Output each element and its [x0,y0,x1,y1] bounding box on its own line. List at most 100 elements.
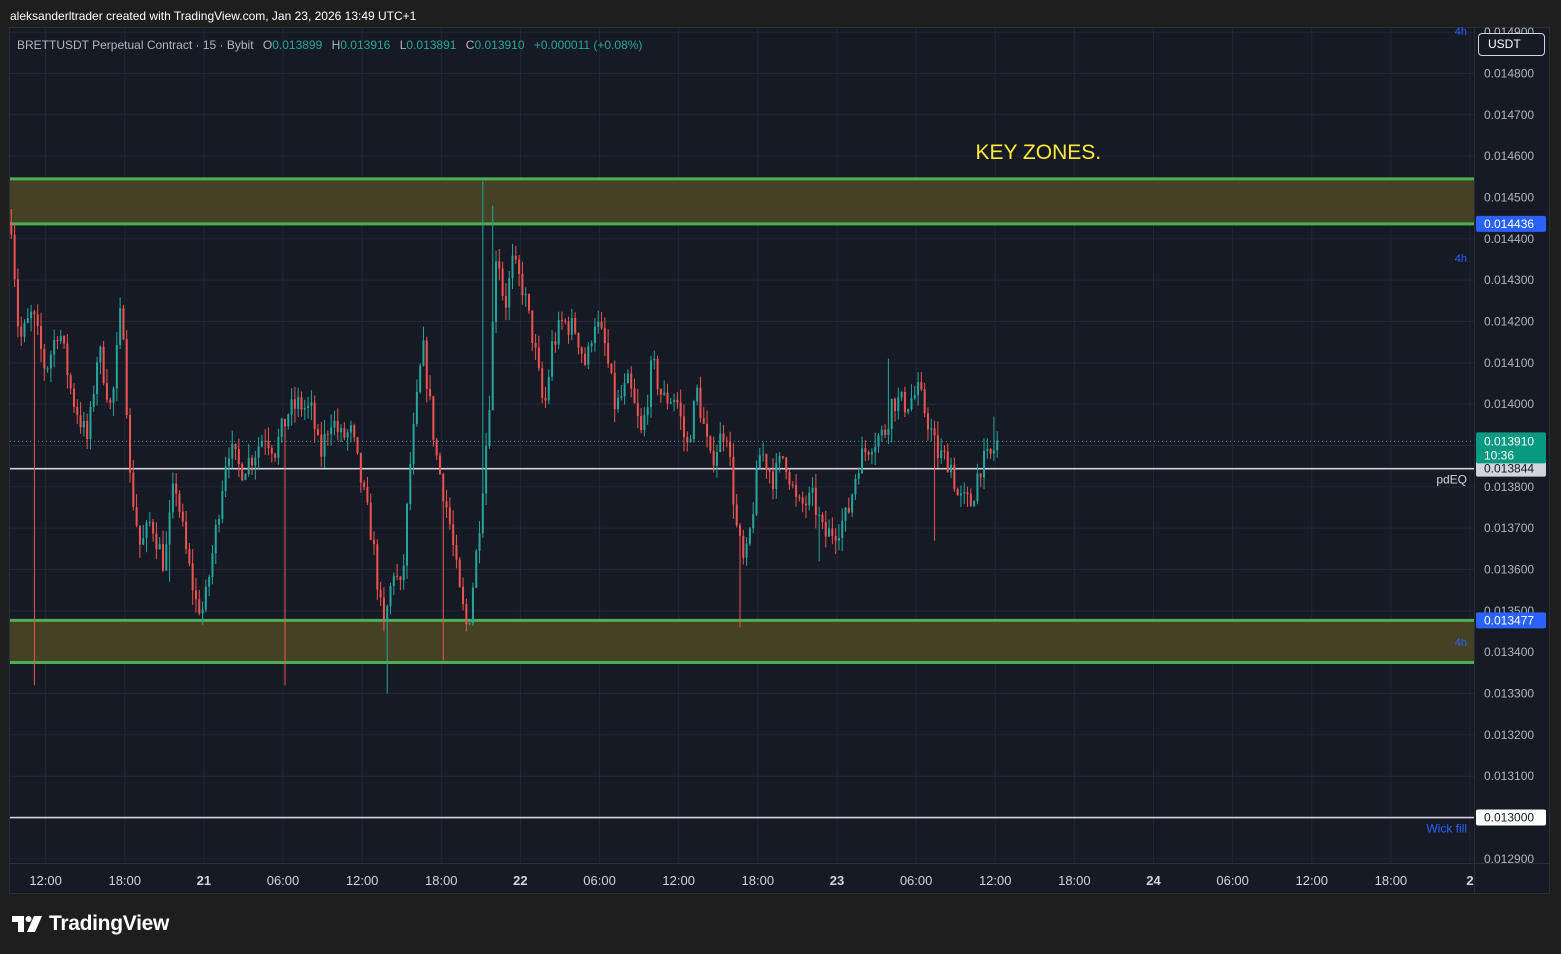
price-axis-tick-label: 0.012900 [1484,852,1534,866]
candle-body [887,428,890,436]
candle [346,429,349,451]
candle-body [89,406,92,440]
candle-body [63,335,66,344]
candle-body [254,457,257,466]
candle-body [280,418,283,437]
candle [630,366,633,398]
candle-body [791,484,794,486]
price-tag-label: 0.013000 [1484,811,1534,825]
candle-body [237,448,240,465]
candle-body [857,473,860,479]
price-tag-box [1476,215,1546,232]
candle [89,400,92,450]
candle [979,472,982,488]
candle-body [686,437,689,443]
candle-body [587,346,590,365]
candle [893,397,896,422]
candle [495,250,498,333]
zone-timeframe-badge: 4h [1455,637,1467,649]
candle-body [56,340,59,342]
candle [369,493,372,541]
candle-body [518,259,521,274]
candle [247,444,250,478]
candle [125,330,128,419]
candle [326,430,329,446]
candle-body [201,609,204,614]
tradingview-logo[interactable]: TradingView [12,912,169,936]
candle [145,519,148,553]
candle [785,456,788,480]
candle [696,384,699,406]
candle-body [755,468,758,515]
candle-body [577,333,580,348]
candle [715,444,718,478]
candle [791,481,794,489]
candle [316,423,319,436]
candle [178,490,181,518]
price-axis-tag: 0.013844 [1476,460,1546,477]
candle [66,333,69,389]
candle-body [983,450,986,478]
candle [257,436,260,469]
candle-body [824,522,827,537]
candle [142,524,145,546]
currency-button[interactable]: USDT [1478,33,1545,56]
candle-body [828,528,831,537]
candle [752,502,755,534]
candle-body [478,533,481,551]
candle-body [603,328,606,344]
candle-body [293,399,296,409]
candle-body [867,452,870,455]
candle-body [129,415,132,473]
candle [23,319,26,343]
candle-body [188,549,191,564]
candle [607,329,610,368]
candle [874,432,877,466]
candle-body [267,440,270,448]
price-tag-label: 0.013844 [1484,462,1534,476]
candle-body [161,544,164,571]
candle [735,493,738,528]
candle [336,408,339,441]
price-axis-tag: 0.013477 [1476,612,1546,629]
candle [422,326,425,367]
candle-body [462,586,465,605]
candle [547,369,550,405]
chart-caption: aleksanderltrader created with TradingVi… [10,9,417,23]
candle [570,308,573,341]
candle [673,393,676,412]
candle [719,422,722,453]
candle-body [775,462,778,490]
candle [824,510,827,548]
price-axis-tick-label: 0.013400 [1484,645,1534,659]
zone-timeframe-badge: 4h [1455,253,1467,265]
time-axis-tick-label: 18:00 [108,873,141,888]
candle-body [979,473,982,478]
candle [465,598,468,632]
candle-body [785,457,788,473]
price-axis-tick-label: 0.013200 [1484,728,1534,742]
candle [511,243,514,290]
candle-body [702,418,705,424]
candle [396,563,399,581]
candle-body [96,362,99,395]
candle [834,528,837,554]
time-axis-tick-label: 06:00 [267,873,300,888]
candle [851,493,854,517]
candle [854,474,857,501]
candle-body [485,445,488,494]
candle [669,397,672,405]
candle-body [178,493,181,512]
candle [129,408,132,483]
candle-body [646,407,649,416]
candle [468,622,471,626]
price-tag-box [1476,809,1546,826]
candle-body [768,469,771,472]
candle-body [155,533,158,550]
candle [504,283,507,321]
candle [966,486,969,507]
candle [283,418,286,686]
price-axis-tick-label: 0.014700 [1484,108,1534,122]
candle-body [795,484,798,497]
